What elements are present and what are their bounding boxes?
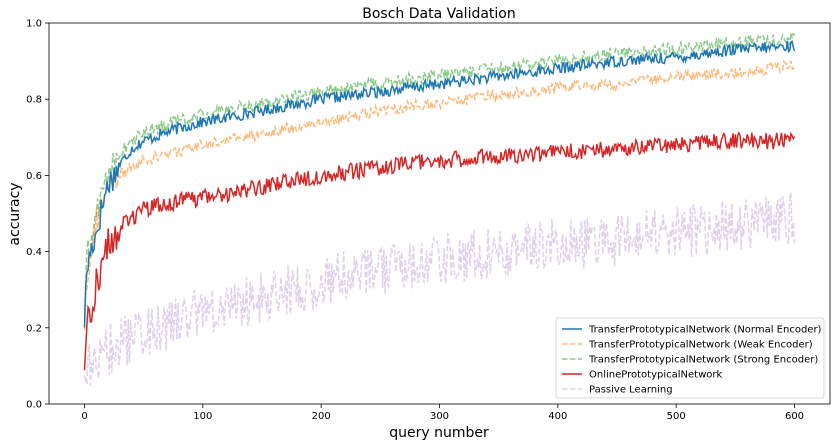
plot-area <box>83 31 796 386</box>
legend: TransferPrototypicalNetwork (Normal Enco… <box>555 317 825 399</box>
legend-label: TransferPrototypicalNetwork (Weak Encode… <box>588 340 813 351</box>
legend-label: Passive Learning <box>589 385 673 396</box>
x-tick-label: 200 <box>312 411 331 422</box>
x-tick-label: 100 <box>193 411 212 422</box>
legend-label: TransferPrototypicalNetwork (Normal Enco… <box>588 325 822 336</box>
x-tick-label: 0 <box>81 411 87 422</box>
legend-box <box>555 317 825 399</box>
series-line <box>83 40 796 328</box>
x-tick-label: 600 <box>785 411 804 422</box>
y-axis: 0.0 0.2 0.4 0.6 0.8 1.0 <box>26 19 49 411</box>
chart-title: Bosch Data Validation <box>362 6 516 22</box>
y-tick-label: 0.4 <box>26 247 42 258</box>
x-tick-label: 400 <box>548 411 567 422</box>
series-line <box>83 192 796 386</box>
y-tick-label: 1.0 <box>26 19 42 30</box>
y-tick-label: 0.6 <box>26 171 42 182</box>
series-line <box>83 31 796 318</box>
series-line <box>83 59 796 330</box>
y-tick-label: 0.0 <box>26 400 42 411</box>
y-tick-label: 0.8 <box>26 95 42 106</box>
series-line <box>83 131 796 371</box>
x-axis-title: query number <box>389 425 489 441</box>
x-tick-label: 300 <box>430 411 449 422</box>
x-axis: 0 100 200 300 400 500 600 <box>81 404 804 422</box>
x-tick-label: 500 <box>667 411 686 422</box>
y-tick-label: 0.2 <box>26 323 42 334</box>
legend-label: TransferPrototypicalNetwork (Strong Enco… <box>588 355 818 366</box>
y-axis-title: accuracy <box>7 182 23 245</box>
legend-label: OnlinePrototypicalNetwork <box>589 370 722 381</box>
